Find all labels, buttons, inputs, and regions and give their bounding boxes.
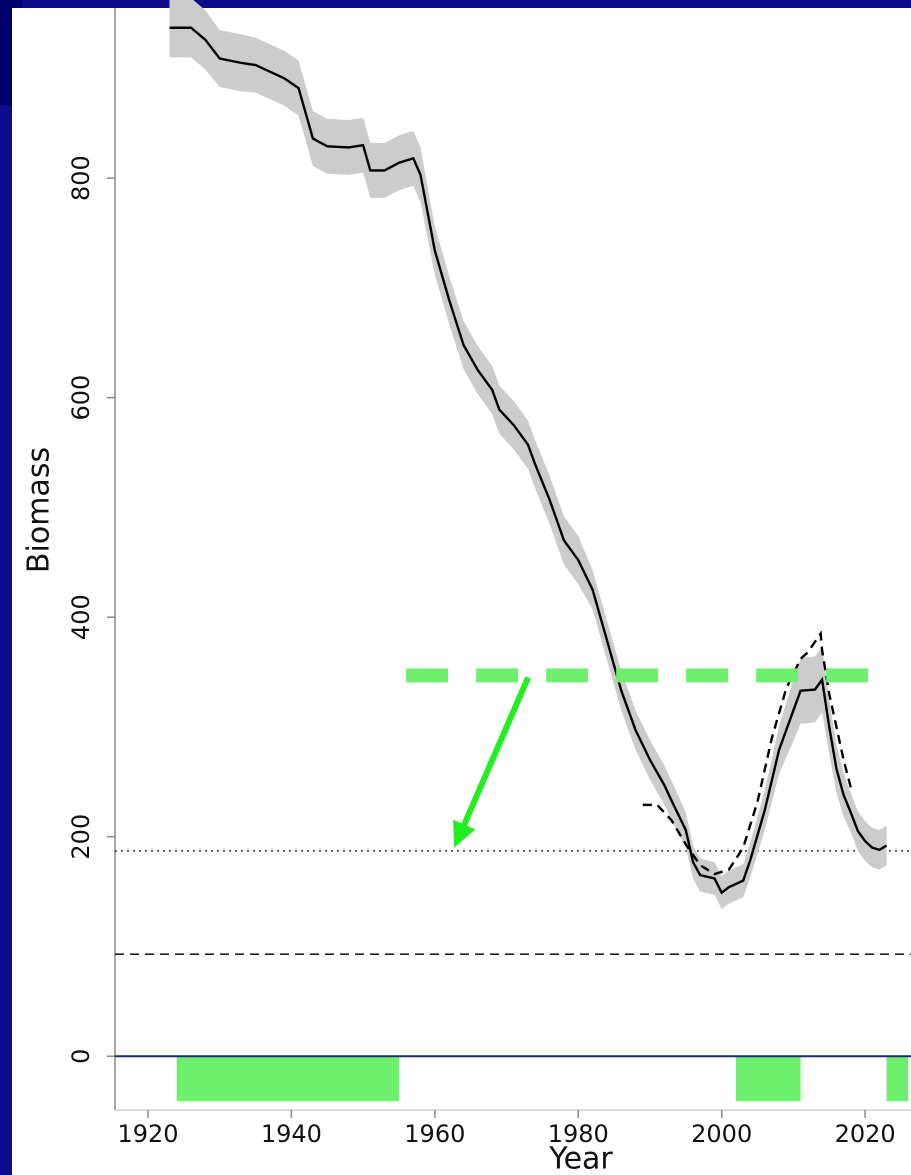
y-tick-label: 200: [67, 814, 95, 860]
x-tick-label: 1960: [404, 1120, 465, 1148]
x-tick-label: 2020: [835, 1120, 896, 1148]
x-tick-label: 1940: [261, 1120, 322, 1148]
biomass-line: [169, 26, 888, 895]
y-tick-label: 400: [67, 594, 95, 640]
x-axis-label: Year: [548, 1142, 613, 1175]
retrospective-line: [642, 630, 852, 876]
y-tick-label: 0: [67, 1049, 95, 1064]
highlight-period: [886, 1057, 909, 1102]
y-tick-label: 600: [67, 375, 95, 421]
x-tick-label: 1980: [548, 1120, 609, 1148]
arrow-shaft: [458, 676, 531, 833]
x-tick-label: 2000: [691, 1120, 752, 1148]
arrow-head: [453, 819, 476, 848]
y-axis-label: Biomass: [22, 447, 57, 573]
y-tick-label: 800: [67, 155, 95, 201]
plot-background: [12, 8, 911, 1175]
x-tick-label: 1920: [117, 1120, 178, 1148]
highlight-period: [736, 1057, 801, 1102]
highlight-period: [176, 1057, 399, 1102]
uncertainty-band: [169, 0, 887, 910]
